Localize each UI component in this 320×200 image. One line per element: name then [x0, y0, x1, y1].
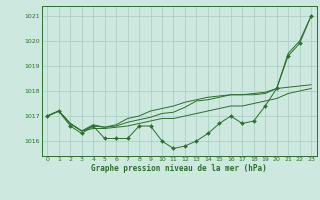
X-axis label: Graphe pression niveau de la mer (hPa): Graphe pression niveau de la mer (hPa) — [91, 164, 267, 173]
